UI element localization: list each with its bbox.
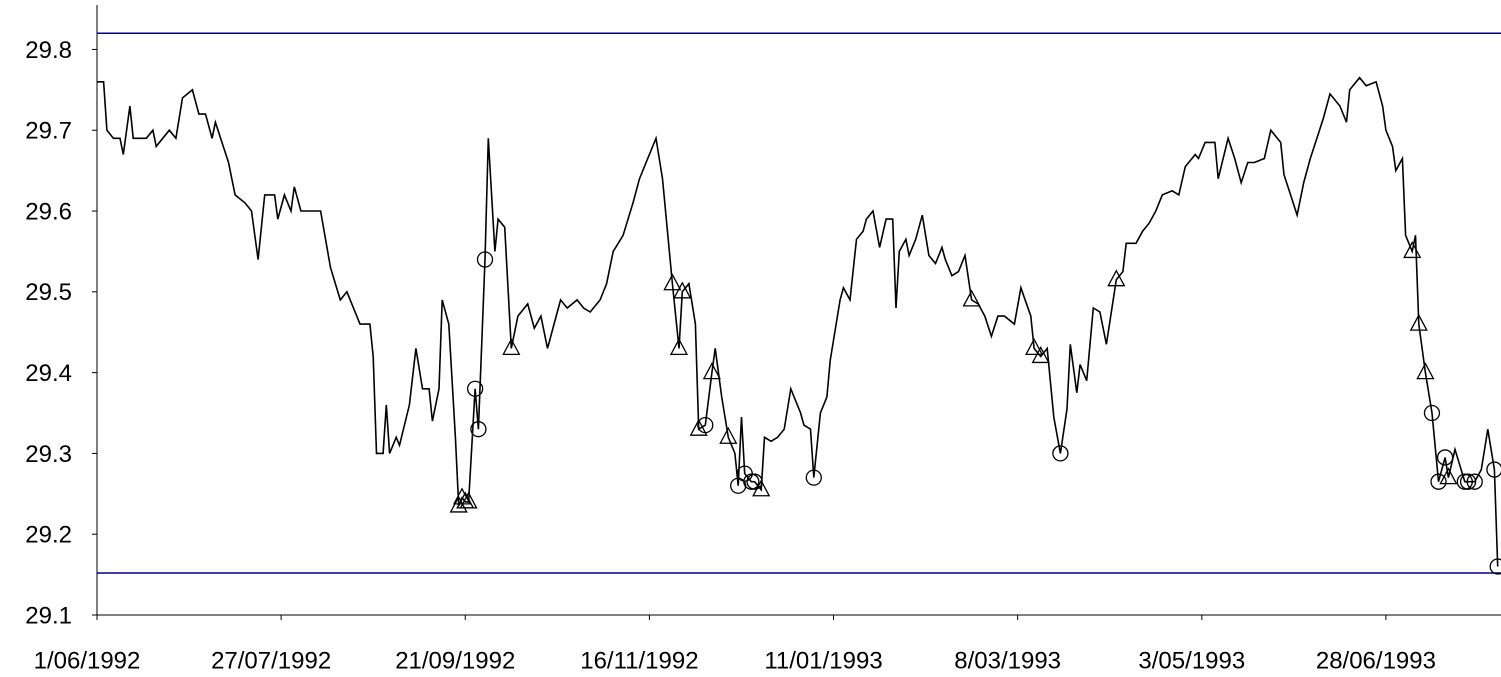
data-line [97,76,1499,567]
x-tick-label: 1/06/1992 [34,647,141,674]
x-tick-label: 21/09/1992 [395,647,515,674]
circle-marker [1489,558,1501,575]
x-tick-label: 28/06/1993 [1316,647,1436,674]
circle-marker [1423,404,1441,422]
x-tick-label: 27/07/1992 [211,647,331,674]
triangle-marker [702,362,721,380]
circle-marker [746,473,763,490]
x-tick-label: 11/01/1993 [764,647,882,674]
circle-marker [470,421,487,438]
y-tick-label: 29.8 [25,37,72,64]
y-tick-label: 29.2 [25,522,72,549]
circle-marker [1052,445,1069,462]
triangle-marker [689,418,708,436]
triangle-marker [1403,241,1422,259]
x-tick-label: 16/11/1992 [580,647,698,674]
circle-marker [1456,473,1473,490]
triangle-marker [1031,346,1050,364]
triangle-marker [962,289,981,307]
circle-marker [743,473,760,490]
circle-marker [1436,449,1454,466]
circle-marker [476,251,494,268]
circle-marker [466,380,484,397]
circle-marker [1430,473,1447,490]
circle-marker [805,469,822,486]
y-tick-label: 29.4 [25,360,72,387]
triangle-marker [1107,269,1126,287]
triangle-marker [669,337,689,356]
triangle-marker [1409,313,1428,331]
triangle-marker [1025,337,1044,356]
circle-marker [1459,473,1477,490]
y-tick-label: 29.6 [25,198,72,225]
x-tick-label: 3/05/1993 [1138,647,1245,674]
circle-marker [697,416,714,434]
y-tick-label: 29.7 [25,118,72,145]
circle-marker [1486,461,1501,478]
triangle-marker [663,273,682,291]
y-tick-label: 29.3 [25,441,72,468]
y-tick-label: 29.5 [25,279,72,306]
y-tick-label: 29.1 [25,602,72,629]
x-tick-label: 8/03/1993 [954,647,1061,674]
triangle-marker [719,426,738,444]
triangle-marker [1416,362,1435,380]
triangle-marker [459,491,478,509]
triangle-marker [502,337,521,356]
triangle-marker [673,281,692,299]
circle-marker [1466,473,1483,490]
